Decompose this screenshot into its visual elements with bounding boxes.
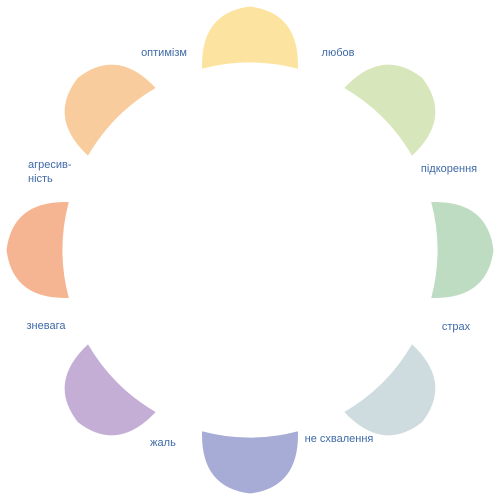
label-optimism: оптимізм: [141, 47, 187, 59]
petal-purple: [63, 342, 158, 437]
petal-yellow-green: [342, 63, 437, 158]
petal-blue: [201, 429, 299, 495]
label-awe: страх: [442, 321, 471, 333]
label-love: любов: [322, 47, 355, 59]
label-remorse: жаль: [150, 437, 176, 449]
label-contempt: зневага: [27, 320, 67, 332]
petal-green: [429, 201, 495, 299]
petal-blue-grey: [342, 342, 437, 437]
petal-group: [5, 5, 495, 495]
petal-red-orange: [5, 201, 71, 299]
label-submission: підкорення: [421, 163, 477, 175]
label-group: оптимізм любов підкорення страх не схвал…: [27, 47, 478, 449]
label-disapproval: не схвалення: [305, 433, 374, 445]
petal-orange: [63, 63, 158, 158]
label-aggressiveness: агресив- ність: [28, 159, 75, 185]
petal-yellow: [201, 5, 299, 71]
